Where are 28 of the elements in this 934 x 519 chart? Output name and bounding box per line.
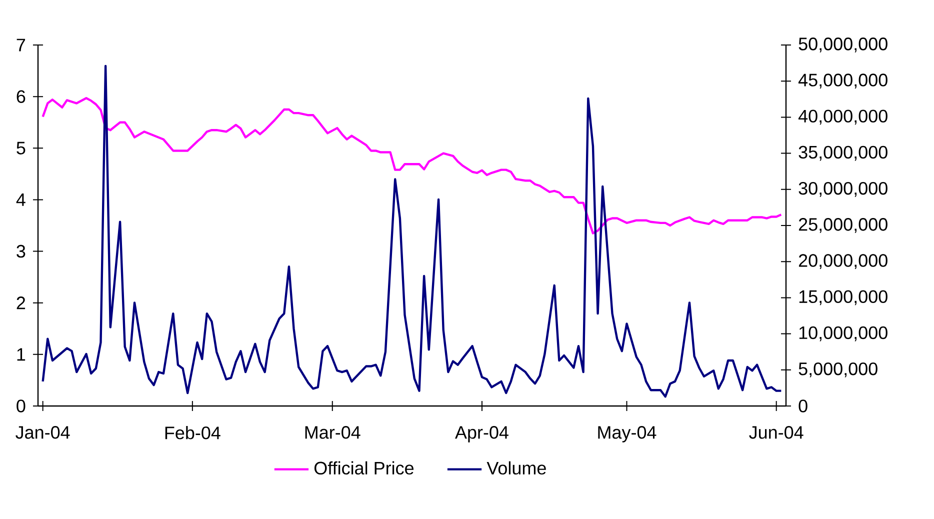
- y-tick-label: 5: [16, 142, 26, 154]
- x-tick-label: Feb-04: [165, 426, 220, 440]
- legend-label: Volume: [486, 461, 546, 475]
- y2-tick-label: 50,000,000: [798, 38, 888, 52]
- x-tick-label: Mar-04: [305, 426, 360, 439]
- y-tick-label: 1: [17, 348, 26, 361]
- y-tick-label: 6: [16, 90, 26, 103]
- line-series: [42, 64, 782, 398]
- y2-tick-label: 30,000,000: [798, 182, 888, 197]
- y2-tick-label: 45,000,000: [798, 74, 888, 89]
- x-tick-label: Jan-04: [16, 426, 70, 439]
- y-tick-label: 2: [16, 296, 26, 310]
- y-tick-label: 4: [16, 194, 26, 206]
- x-tick-label: Apr-04: [454, 426, 508, 442]
- y-tick-label: 3: [16, 244, 26, 258]
- y-tick-label: 7: [16, 38, 26, 52]
- y-tick-label: 0: [16, 400, 26, 412]
- y2-tick-label: 5,000,000: [798, 362, 878, 378]
- y2-tick-label: 15,000,000: [799, 290, 888, 306]
- y2-tick-label: 0: [798, 400, 808, 412]
- x-tick-label: Jun-04: [749, 426, 804, 439]
- y2-tick-label: 40,000,000: [798, 110, 888, 125]
- legend-label: Official Price: [314, 461, 414, 475]
- y2-tick-label: 25,000,000: [798, 218, 888, 233]
- y2-tick-label: 20,000,000: [798, 254, 888, 270]
- y2-tick-label: 35,000,000: [798, 146, 888, 161]
- x-tick-label: May-04: [598, 426, 656, 442]
- y2-tick-label: 10,000,000: [799, 326, 888, 342]
